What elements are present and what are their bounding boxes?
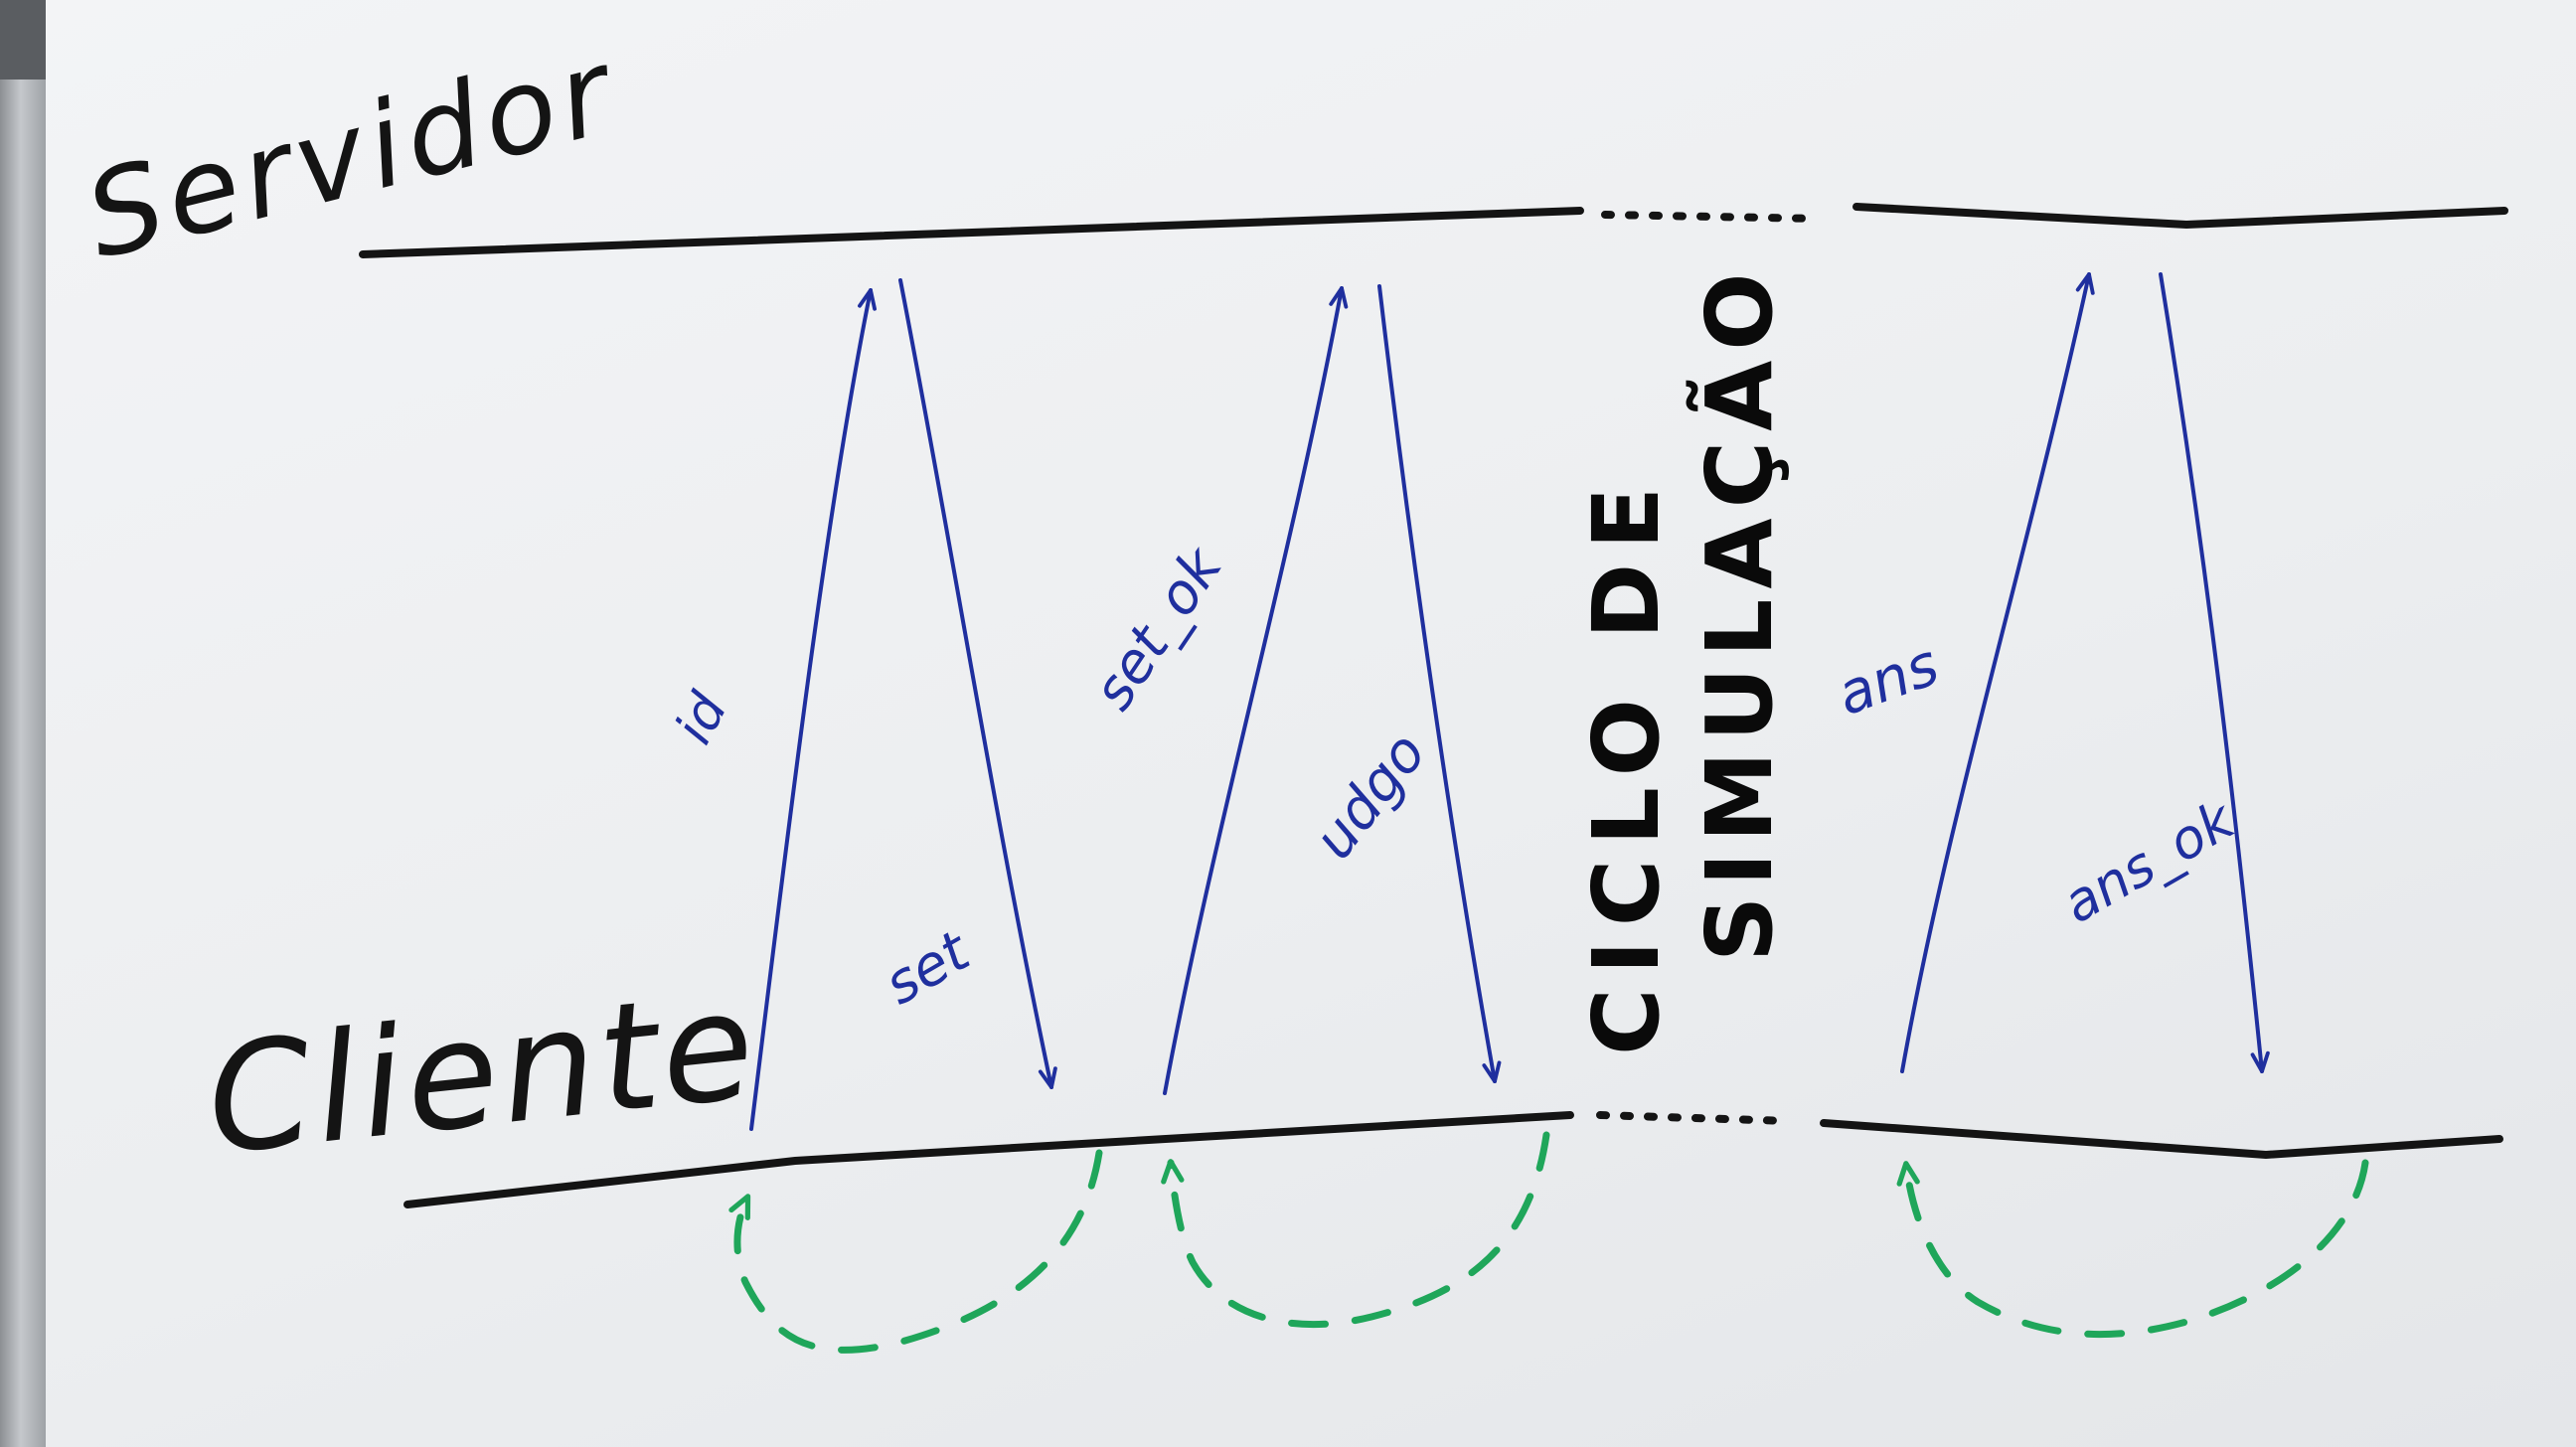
message-arrow-udgo (1377, 284, 1502, 1083)
whiteboard-frame-corner (0, 0, 46, 80)
message-arrow-id (749, 288, 877, 1131)
message-label-ans-ok: ans_ok (2052, 787, 2247, 935)
whiteboard-frame (0, 0, 46, 1447)
loop-arrow-2 (1161, 1131, 1550, 1329)
client-lane-label: Cliente (200, 959, 766, 1189)
cycle-label-line2: SIMULAÇÃO (1686, 263, 1793, 963)
message-arrow-set-ok (1163, 286, 1349, 1095)
server-lifeline (359, 203, 2508, 258)
client-lifeline (403, 1111, 2503, 1208)
message-label-id: id (665, 683, 740, 753)
message-arrow-ans (1900, 272, 2095, 1073)
loop-arrow-1 (728, 1149, 1103, 1354)
message-label-set-ok: set_ok (1081, 535, 1236, 722)
cycle-label-line1: CICLO DE (1573, 473, 1680, 1055)
message-arrow-ans-ok (2159, 272, 2270, 1073)
message-label-udgo: udgo (1302, 722, 1439, 872)
message-arrow-set (898, 278, 1057, 1089)
loop-arrow-3 (1896, 1159, 2369, 1339)
message-label-ans: ans (1829, 630, 1948, 728)
message-label-set: set (875, 918, 982, 1018)
